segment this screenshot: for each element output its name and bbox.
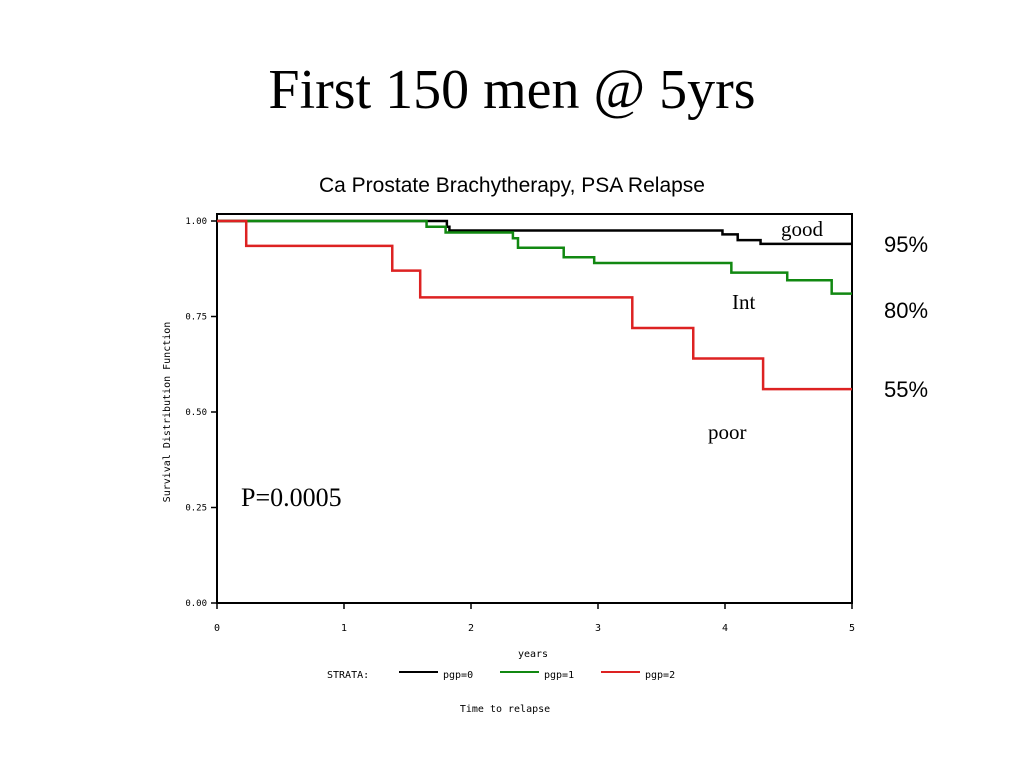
x-axis-label: years [518, 649, 548, 660]
x-axis-caption: Time to relapse [460, 704, 550, 715]
p-value-annotation: P=0.0005 [241, 483, 342, 512]
curve-label-int: Int [732, 290, 755, 314]
series-line-pgp2 [217, 219, 852, 391]
slide-title: First 150 men @ 5yrs [268, 59, 756, 121]
y-tick-label-0: 0.00 [185, 599, 207, 609]
end-percentage-55: 55% [884, 377, 928, 402]
y-tick-label-3: 0.75 [185, 313, 207, 323]
y-tick-label-2: 0.50 [185, 408, 207, 418]
x-tick-label-1: 1 [341, 623, 347, 634]
plot-frame [216, 213, 853, 604]
legend: STRATA: pgp=0 pgp=1 pgp=2 [327, 670, 675, 681]
legend-label-pgp2: pgp=2 [645, 670, 675, 681]
curve-label-poor: poor [708, 420, 747, 444]
x-tick-label-3: 3 [595, 623, 601, 634]
survival-curves [217, 219, 852, 391]
y-tick-label-4: 1.00 [185, 217, 207, 227]
x-tick-label-0: 0 [214, 623, 220, 634]
x-tick-label-2: 2 [468, 623, 474, 634]
y-axis-label: Survival Distribution Function [162, 322, 173, 503]
chart-axes: 0 1 2 3 4 5 0.00 0.25 0.50 0.75 1.00 [185, 213, 855, 634]
legend-label-pgp0: pgp=0 [443, 670, 473, 681]
legend-title: STRATA: [327, 670, 369, 681]
curve-label-good: good [781, 217, 824, 241]
chart-title: Ca Prostate Brachytherapy, PSA Relapse [319, 174, 705, 197]
end-percentage-80: 80% [884, 298, 928, 323]
series-line-pgp0 [217, 219, 852, 246]
y-tick-label-1: 0.25 [185, 504, 207, 514]
x-tick-label-4: 4 [722, 623, 728, 634]
x-tick-label-5: 5 [849, 623, 855, 634]
end-percentage-95: 95% [884, 232, 928, 257]
series-line-pgp1 [217, 219, 852, 295]
legend-label-pgp1: pgp=1 [544, 670, 574, 681]
